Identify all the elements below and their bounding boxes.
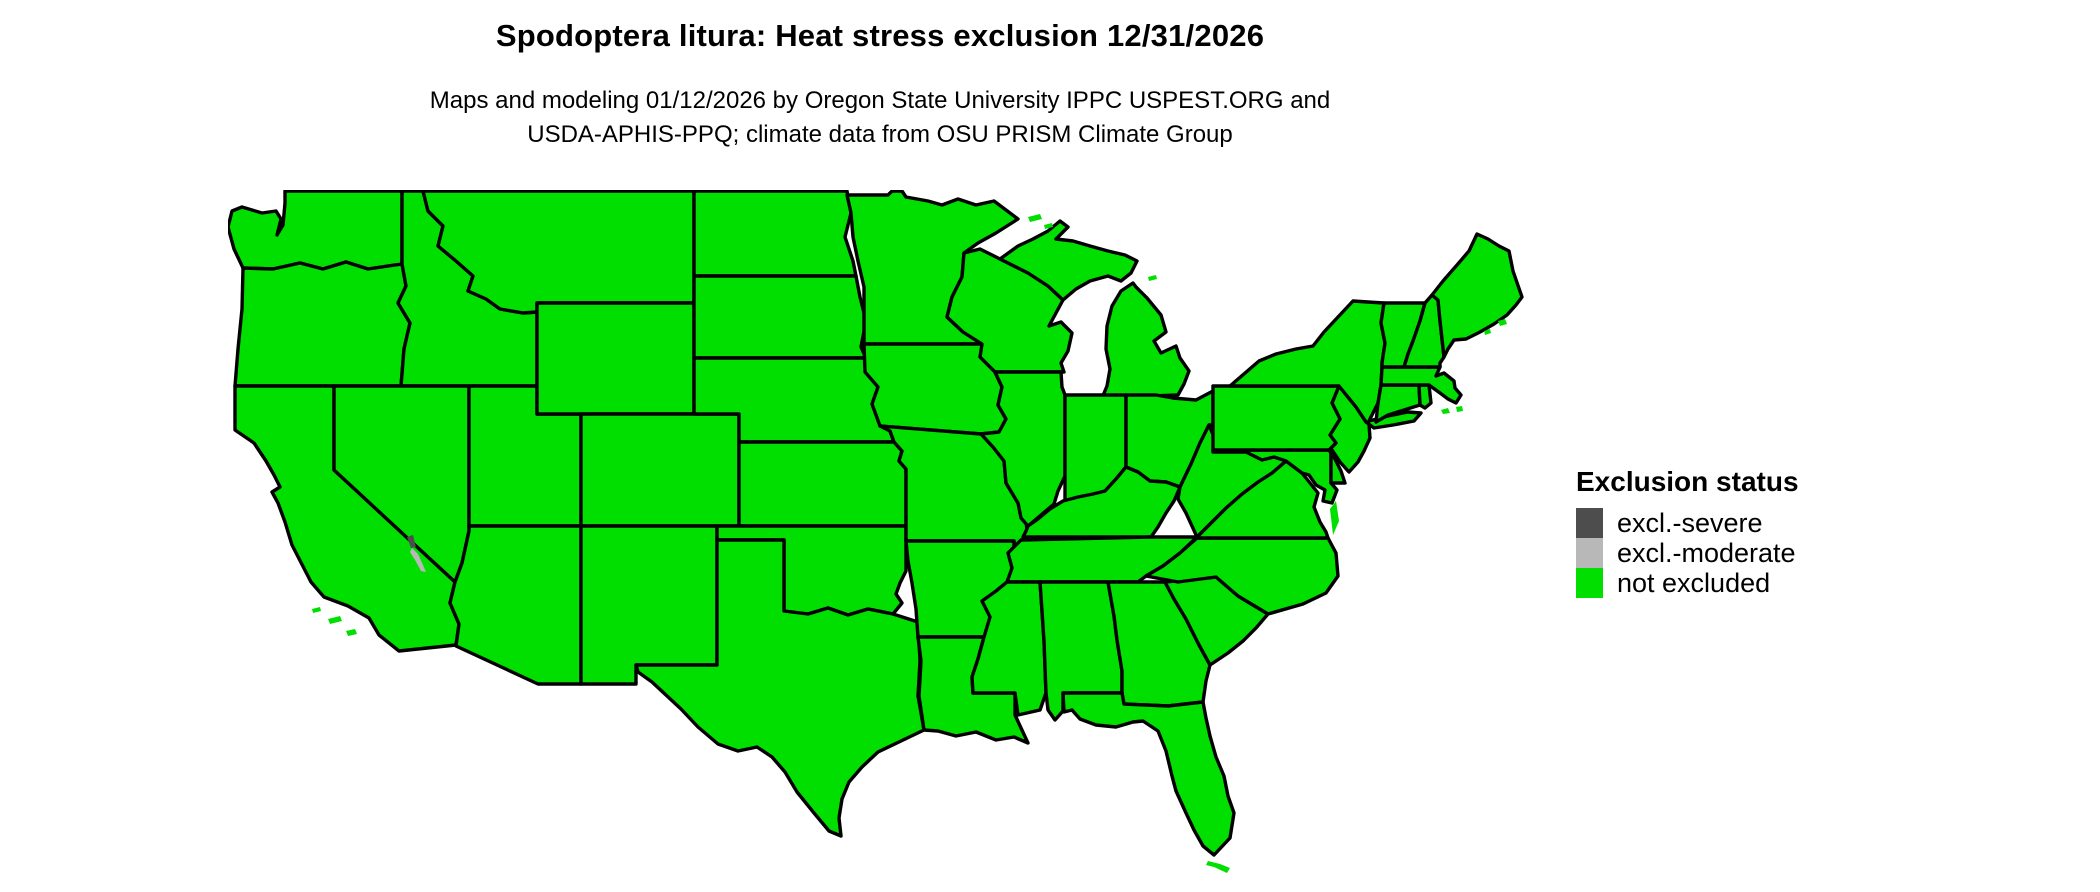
state-pennsylvania: [1211, 384, 1342, 452]
us-map: [226, 189, 1524, 873]
state-south-dakota: [692, 274, 868, 360]
state-michigan-islands: [1148, 275, 1157, 281]
state-michigan-islands: [1028, 214, 1042, 222]
legend-row-moderate: excl.-moderate: [1576, 538, 1799, 568]
anom-severe: [407, 535, 416, 548]
state-north-carolina: [1144, 536, 1340, 616]
map-subtitle: Maps and modeling 01/12/2026 by Oregon S…: [180, 84, 1580, 152]
state-new-mexico: [579, 524, 719, 686]
legend-row-not-excluded: not excluded: [1576, 568, 1799, 598]
state-oregon: [233, 260, 412, 388]
legend-label-not-excluded: not excluded: [1617, 568, 1771, 598]
state-california-islands: [312, 607, 321, 613]
state-michigan: [998, 219, 1139, 302]
legend: Exclusion status excl.-severe excl.-mode…: [1576, 466, 1799, 598]
page-title: Spodoptera litura: Heat stress exclusion…: [495, 18, 1265, 53]
state-kansas: [737, 440, 908, 528]
state-california-islands: [328, 616, 342, 624]
anom-moderate: [410, 548, 426, 572]
state-massachusetts-islands: [1441, 408, 1450, 414]
state-florida: [1061, 691, 1236, 857]
state-minnesota: [845, 189, 1020, 346]
state-washington: [226, 189, 404, 271]
state-california-islands: [346, 629, 357, 636]
state-maine-islands: [1484, 329, 1491, 335]
state-massachusetts: [1379, 365, 1463, 405]
map-container: [226, 189, 1528, 882]
state-rhode-island: [1417, 383, 1433, 410]
state-michigan-islands: [1044, 223, 1053, 229]
state-virginia-islands: [1330, 501, 1339, 535]
legend-swatch-severe-icon: [1576, 508, 1603, 538]
legend-label-moderate: excl.-moderate: [1617, 538, 1796, 568]
state-arizona: [448, 524, 583, 686]
state-wyoming: [535, 301, 696, 416]
subtitle-line-1: Maps and modeling 01/12/2026 by Oregon S…: [429, 87, 1331, 114]
state-michigan: [1100, 281, 1191, 400]
state-maine-islands: [1498, 319, 1507, 326]
state-texas: [634, 538, 926, 838]
legend-swatch-not-excluded-icon: [1576, 568, 1603, 598]
legend-swatch-moderate-icon: [1576, 538, 1603, 568]
state-washington-islands: [268, 216, 277, 226]
state-colorado: [579, 412, 741, 528]
legend-title: Exclusion status: [1576, 466, 1799, 497]
state-maine: [1430, 232, 1524, 359]
state-florida-islands: [1206, 861, 1230, 873]
legend-label-severe: excl.-severe: [1617, 508, 1763, 538]
subtitle-line-2: USDA-APHIS-PPQ; climate data from OSU PR…: [527, 121, 1233, 148]
state-north-dakota: [692, 189, 858, 278]
legend-row-severe: excl.-severe: [1576, 508, 1799, 538]
state-massachusetts-islands: [1456, 406, 1463, 412]
state-delaware: [1329, 450, 1347, 485]
